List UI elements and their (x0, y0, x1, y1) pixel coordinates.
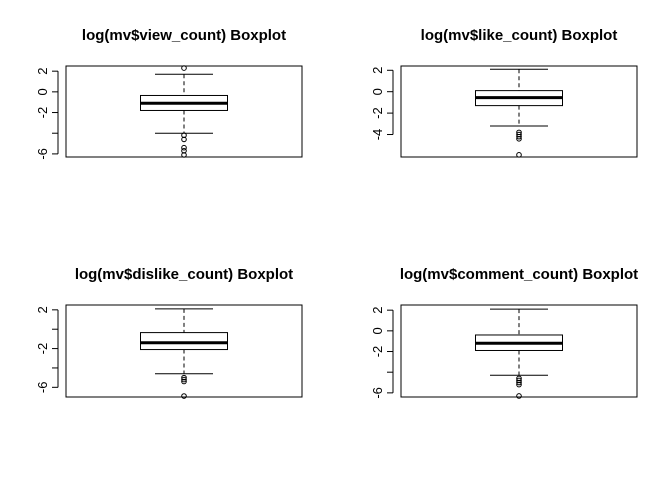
y-tick-label: -6 (35, 148, 50, 160)
outlier-point (181, 136, 187, 143)
outlier-point (181, 152, 187, 158)
y-tick-label: 2 (370, 307, 385, 314)
y-tick-label: -2 (35, 343, 50, 355)
panel-comment-count: log(mv$comment_count) Boxplot 2 0 -2 -6 (370, 266, 638, 399)
y-tick-label: -2 (370, 107, 385, 119)
outlier-point (516, 136, 522, 142)
y-tick-label: -6 (35, 382, 50, 394)
outlier-point (516, 381, 522, 388)
chart-title: log(mv$dislike_count) Boxplot (75, 266, 293, 283)
outlier-point (181, 378, 187, 385)
panel-like-count: log(mv$like_count) Boxplot 2 0 -2 -4 (370, 27, 638, 158)
y-tick-label: -2 (370, 346, 385, 358)
outlier-point (181, 65, 187, 71)
y-tick-label: 0 (35, 88, 50, 95)
chart-title: log(mv$comment_count) Boxplot (400, 266, 638, 283)
panel-dislike-count: log(mv$dislike_count) Boxplot 2 -2 -6 (35, 266, 303, 399)
outlier-point (181, 144, 187, 151)
outlier-point (181, 393, 187, 399)
outlier-point (516, 152, 522, 158)
y-tick-label: -6 (370, 387, 385, 399)
y-tick-label: 2 (35, 306, 50, 313)
chart-title: log(mv$like_count) Boxplot (421, 27, 618, 44)
iqr-box (140, 332, 228, 351)
y-tick-label: -4 (370, 129, 385, 141)
outlier-point (516, 133, 522, 140)
panel-view-count: log(mv$view_count) Boxplot 2 0 -2 -6 (35, 27, 303, 160)
chart-title: log(mv$view_count) Boxplot (82, 27, 286, 44)
plot-frame (65, 304, 303, 398)
outlier-point (516, 393, 522, 399)
outlier-point (181, 374, 187, 381)
outlier-point (516, 379, 522, 386)
y-tick-label: 0 (370, 88, 385, 95)
y-tick-label: 0 (370, 327, 385, 334)
outlier-point (181, 376, 187, 383)
y-tick-label: -2 (35, 107, 50, 119)
y-tick-label: 2 (370, 67, 385, 74)
y-tick-label: 2 (35, 68, 50, 75)
plot-frame (400, 304, 638, 398)
